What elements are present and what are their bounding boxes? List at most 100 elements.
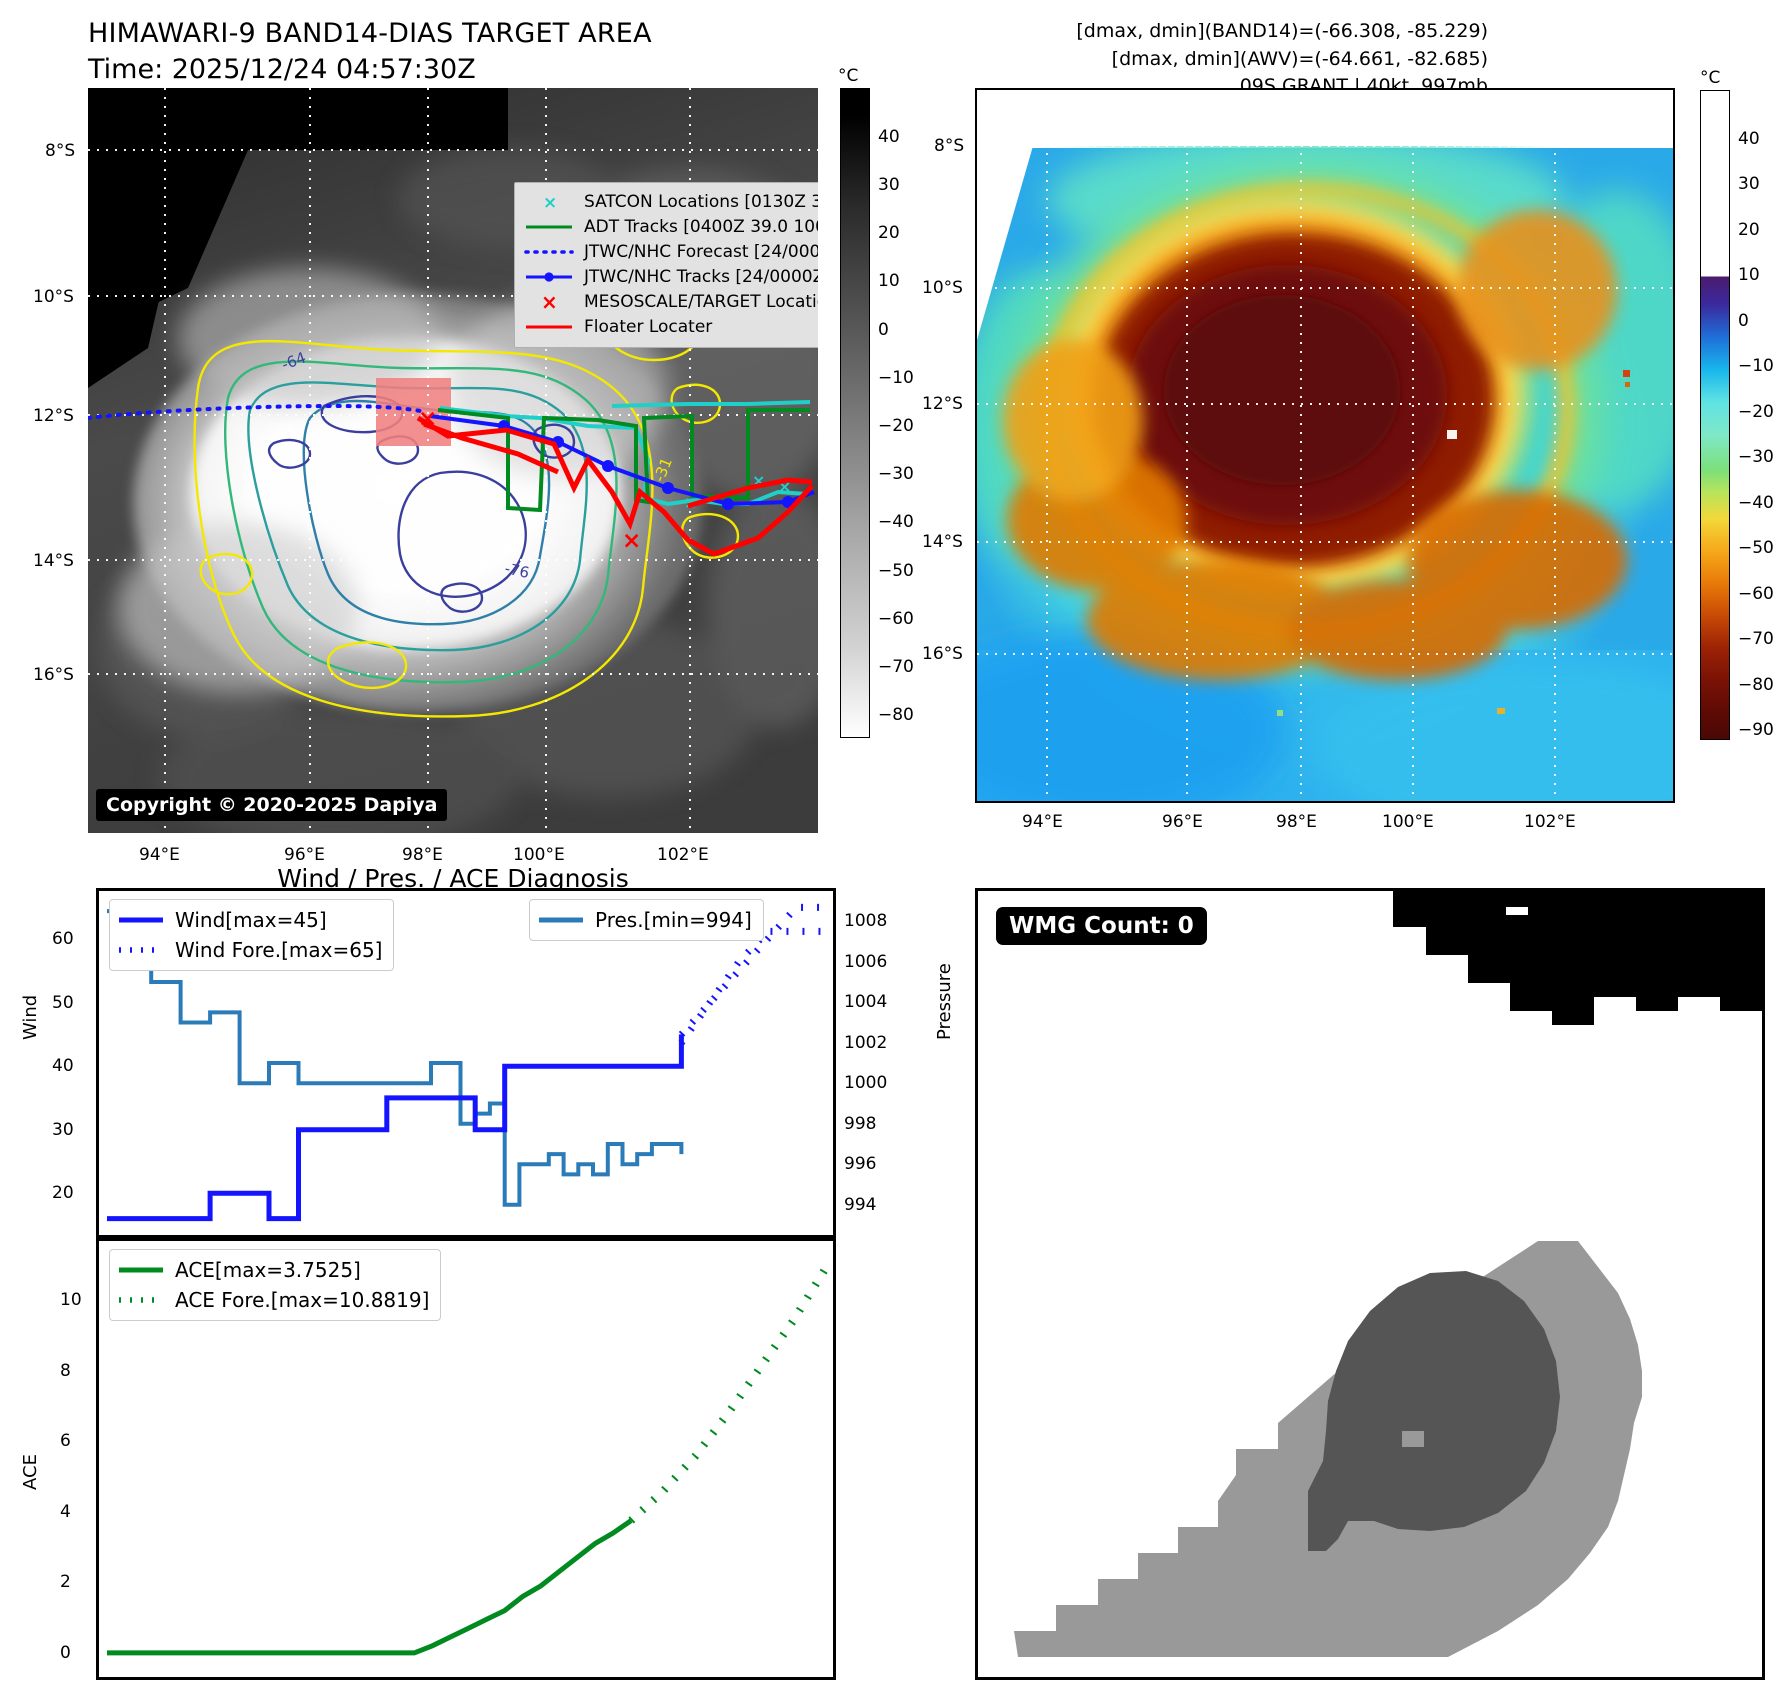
colorbar-tick: −40: [878, 512, 914, 533]
legend-item: JTWC/NHC Tracks [24/0000Z]: [523, 265, 818, 290]
solid-line-icon: [117, 913, 165, 927]
legend-label: Floater Locater: [584, 316, 713, 337]
svg-text:×: ×: [622, 528, 641, 554]
wind-axis-label: Wind: [20, 994, 41, 1040]
colorbar-tick: −90: [1738, 720, 1774, 741]
lon-tick: 100°E: [1382, 812, 1434, 832]
lon-tick: 100°E: [513, 845, 565, 865]
wind-tick: 50: [52, 992, 74, 1013]
solid-line-icon: [523, 319, 575, 335]
legend-label: ADT Tracks [0400Z 39.0 1003.1]: [584, 216, 818, 237]
lon-tick: 96°E: [1162, 812, 1203, 832]
pressure-legend: Pres.[min=994]: [529, 899, 764, 941]
legend-item: Wind[max=45]: [117, 905, 382, 935]
solid-line-icon: [537, 913, 585, 927]
colorbar-tick: −30: [878, 464, 914, 485]
wind-line: [107, 1034, 684, 1222]
legend-item: Floater Locater: [523, 315, 818, 340]
legend-item: JTWC/NHC Forecast [24/0000Z]: [523, 240, 818, 265]
wmg-black-region: [1393, 891, 1762, 1025]
ace-tick: 0: [60, 1642, 71, 1663]
colorbar-tick: −80: [1738, 674, 1774, 695]
awv-satellite-panel[interactable]: [975, 88, 1675, 803]
pressure-tick: 994: [844, 1194, 877, 1215]
wind-legend: Wind[max=45] Wind Fore.[max=65]: [109, 899, 395, 971]
colorbar-tick: 30: [878, 174, 900, 195]
wind-pressure-plot: [107, 903, 825, 1222]
lat-tick: 12°S: [33, 406, 74, 426]
legend-item: ADT Tracks [0400Z 39.0 1003.1]: [523, 215, 818, 240]
legend-item: ACE[max=3.7525]: [117, 1255, 429, 1285]
ir-imagery: -64 -76 -31: [88, 88, 818, 833]
colorbar-tick: −30: [1738, 447, 1774, 468]
lat-tick: 10°S: [922, 278, 963, 298]
colorbar-tick: −70: [1738, 629, 1774, 650]
ace-tick: 8: [60, 1360, 71, 1381]
awv-target-marker: [1447, 430, 1457, 439]
lat-tick: 12°S: [922, 394, 963, 414]
pressure-tick: 1002: [844, 1032, 888, 1053]
ace-tick: 2: [60, 1572, 71, 1593]
colorbar-tick: −60: [878, 608, 914, 629]
legend-item: × MESOSCALE/TARGET Location: [523, 290, 818, 315]
wmg-imagery: [978, 891, 1762, 1677]
pressure-tick: 1006: [844, 951, 888, 972]
colorbar-tick: −20: [1738, 401, 1774, 422]
ir-colorbar: [840, 88, 870, 738]
pressure-line: [107, 909, 684, 1207]
lon-tick: 98°E: [1276, 812, 1317, 832]
colorbar-tick: −20: [878, 416, 914, 436]
colorbar-unit: °C: [838, 66, 859, 86]
legend-item: Pres.[min=994]: [537, 905, 752, 935]
timestamp-label: Time: 2025/12/24 04:57:30Z: [88, 54, 476, 85]
svg-text:×: ×: [418, 406, 437, 432]
legend-label: Wind[max=45]: [175, 908, 327, 932]
colorbar-tick: −70: [878, 657, 914, 678]
ir-satellite-panel[interactable]: -64 -76 -31: [88, 88, 818, 833]
solid-line-icon: [117, 1263, 165, 1277]
ace-axis-label: ACE: [20, 1454, 41, 1490]
wind-pressure-chart[interactable]: Wind[max=45] Wind Fore.[max=65] Pres.[mi…: [96, 888, 836, 1238]
lat-tick: 16°S: [33, 665, 74, 685]
colorbar-tick: −50: [1738, 538, 1774, 559]
legend-label: JTWC/NHC Tracks [24/0000Z]: [584, 266, 818, 287]
colorbar-tick: 10: [878, 271, 900, 292]
colorbar-tick: −80: [878, 705, 914, 726]
colorbar-tick: −40: [1738, 492, 1774, 513]
dotted-line-icon: [523, 244, 575, 260]
contour-label-76: -76: [503, 559, 531, 582]
x-marker-icon: ×: [523, 294, 575, 310]
lat-tick: 14°S: [922, 532, 963, 552]
pressure-tick: 1000: [844, 1073, 888, 1094]
wind-tick: 30: [52, 1119, 74, 1140]
lon-tick: 102°E: [1524, 812, 1576, 832]
colorbar-tick: −50: [878, 560, 914, 581]
wmg-panel[interactable]: WMG Count: 0: [975, 888, 1765, 1680]
ace-forecast-line: [628, 1267, 829, 1524]
lon-tick: 94°E: [1022, 812, 1063, 832]
legend-item: ACE Fore.[max=10.8819]: [117, 1285, 429, 1315]
page-title: HIMAWARI-9 BAND14-DIAS TARGET AREA: [88, 18, 652, 49]
pressure-tick: 996: [844, 1154, 877, 1175]
lat-tick: 10°S: [33, 287, 74, 307]
svg-text:×: ×: [543, 194, 557, 210]
lat-tick: 14°S: [33, 551, 74, 571]
colorbar-tick: 40: [878, 126, 900, 147]
dotted-line-icon: [117, 943, 165, 957]
colorbar-tick: 20: [878, 223, 900, 244]
solid-line-icon: [523, 219, 575, 235]
x-marker-icon: ×: [523, 194, 575, 210]
ace-chart[interactable]: ACE[max=3.7525] ACE Fore.[max=10.8819]: [96, 1238, 836, 1680]
awv-colorbar: [1700, 90, 1730, 740]
pressure-forecast-line: [678, 927, 825, 1045]
wmg-count-badge: WMG Count: 0: [996, 907, 1207, 945]
wind-tick: 60: [52, 929, 74, 950]
colorbar-tick: 10: [1738, 265, 1760, 286]
wind-forecast-line: [678, 903, 825, 1037]
colorbar-unit: °C: [1700, 68, 1721, 88]
ir-legend: × SATCON Locations [0130Z 38 998] ADT Tr…: [514, 182, 818, 348]
ace-plot: [107, 1267, 829, 1656]
colorbar-tick: −60: [1738, 583, 1774, 604]
colorbar-tick: −10: [1738, 356, 1774, 377]
